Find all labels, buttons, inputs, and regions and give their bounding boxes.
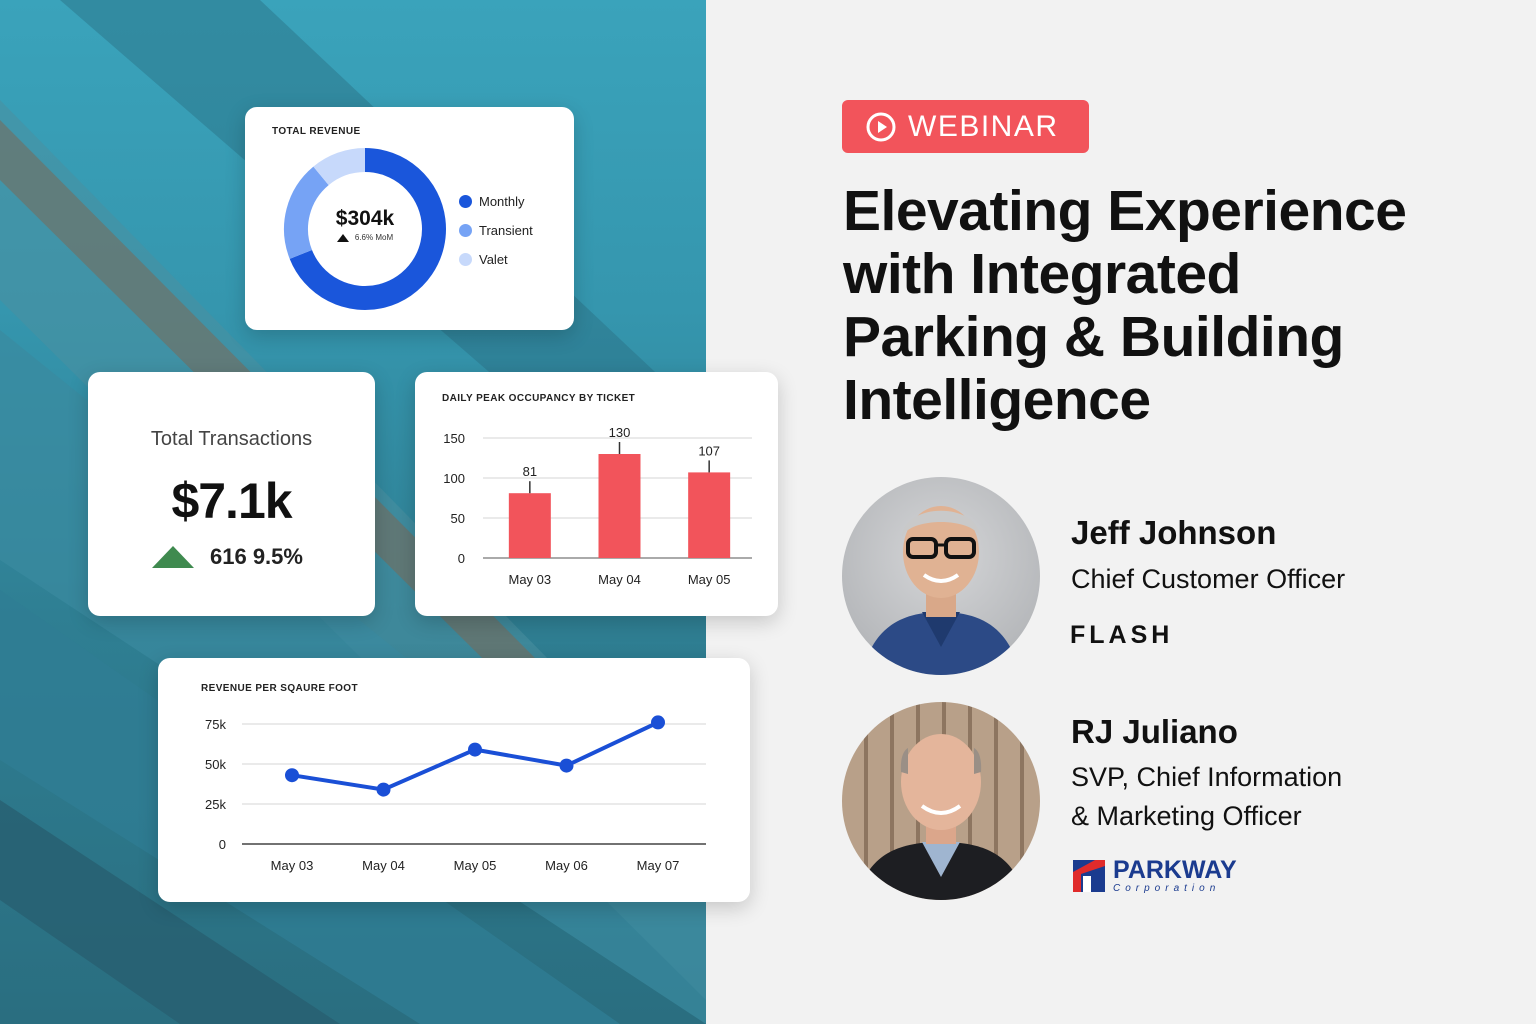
bar-value-label: 107	[698, 443, 720, 458]
legend-label-valet: Valet	[479, 252, 508, 267]
sqft-title: REVENUE PER SQAURE FOOT	[201, 683, 358, 694]
x-tick-label: May 07	[637, 858, 680, 873]
occupancy-title: DAILY PEAK OCCUPANCY BY TICKET	[442, 393, 636, 404]
transactions-change: 616 9.5%	[152, 544, 303, 570]
bar	[508, 493, 551, 558]
revenue-sqft-card: REVENUE PER SQAURE FOOT 0 25k 50k 75k May 03…	[158, 658, 750, 902]
y-tick-label: 75k	[205, 717, 226, 732]
parkway-wordmark: PARKWAY Corporation	[1113, 856, 1237, 895]
parkway-sub: Corporation	[1113, 883, 1221, 894]
legend-dot-valet	[459, 253, 472, 266]
speaker-2-role-line-2: & Marketing Officer	[1071, 801, 1302, 831]
legend-dot-transient	[459, 224, 472, 237]
right-panel	[706, 0, 1536, 1024]
bar	[688, 472, 731, 558]
legend-transient: Transient	[459, 223, 533, 238]
donut-slice-transient	[284, 166, 330, 259]
transactions-title: Total Transactions	[150, 428, 313, 450]
parkway-logo: PARKWAY Corporation	[1073, 858, 1237, 894]
revenue-donut-chart	[284, 148, 446, 310]
speaker-2-photo	[857, 734, 1025, 900]
bar-value-label: 81	[523, 464, 537, 479]
data-point	[285, 768, 299, 783]
headline-line-4: Intelligence	[843, 368, 1151, 432]
x-tick-label: May 03	[509, 572, 552, 587]
y-tick-label: 100	[443, 471, 465, 486]
donut-center: $304k 6.6% MoM	[305, 207, 425, 242]
y-tick-label: 150	[443, 431, 465, 446]
y-tick-label: 0	[458, 551, 465, 566]
speaker-2-name: RJ Juliano	[1071, 713, 1238, 750]
data-point	[651, 715, 665, 730]
speaker-1-name: Jeff Johnson	[1071, 514, 1277, 551]
total-transactions-card: Total Transactions $7.1k 616 9.5%	[88, 372, 375, 616]
x-tick-label: May 06	[545, 858, 588, 873]
headline-line-1: Elevating Experience	[843, 179, 1407, 243]
x-tick-label: May 05	[688, 572, 731, 587]
bar-value-label: 130	[609, 425, 631, 440]
revenue-value: $304k	[335, 207, 395, 230]
x-tick-label: May 04	[598, 572, 641, 587]
y-tick-label: 0	[219, 837, 226, 852]
transactions-change-text: 616 9.5%	[210, 544, 303, 569]
bar	[598, 454, 641, 558]
speaker-1-avatar	[842, 477, 1040, 675]
y-tick-label: 50	[451, 511, 465, 526]
legend-valet: Valet	[459, 252, 508, 267]
webinar-label: WEBINAR	[908, 109, 1059, 143]
donut-slice-valet	[313, 148, 366, 186]
total-revenue-card: TOTAL REVENUE $304k 6.6% MoM Monthly Tra…	[245, 107, 574, 330]
legend-label-monthly: Monthly	[479, 194, 525, 209]
revenue-change: 6.6% MoM	[305, 233, 425, 242]
flash-logo-text: FLASH	[1070, 621, 1174, 649]
speaker-1-role: Chief Customer Officer	[1071, 564, 1346, 594]
headline-line-3: Parking & Building	[843, 305, 1344, 369]
speaker-1-photo	[862, 506, 1020, 675]
x-tick-label: May 04	[362, 858, 405, 873]
transactions-value: $7.1k	[171, 473, 292, 529]
revenue-change-text: 6.6% MoM	[354, 233, 394, 242]
y-tick-label: 25k	[205, 797, 226, 812]
x-tick-label: May 05	[454, 858, 497, 873]
occupancy-bar-chart: 0 50 100 150 81 May 03 130 May 04 107 May 05	[443, 425, 752, 587]
play-circle-icon	[866, 112, 896, 141]
webinar-badge: WEBINAR	[842, 100, 1089, 153]
legend-dot-monthly	[459, 195, 472, 208]
donut-slice-monthly	[289, 148, 446, 310]
occupancy-card: DAILY PEAK OCCUPANCY BY TICKET 0 50 100 150…	[415, 372, 778, 616]
data-point	[376, 782, 391, 797]
revenue-sqft-line-chart: 0 25k 50k 75k May 03 May 04 May 05 May 06 May 07	[205, 715, 706, 873]
triangle-up-icon	[152, 546, 194, 568]
legend-label-transient: Transient	[479, 223, 533, 238]
data-point	[468, 742, 482, 757]
speaker-2-avatar	[842, 702, 1040, 900]
y-tick-label: 50k	[205, 757, 226, 772]
parkway-mark-icon	[1073, 860, 1105, 892]
total-revenue-title: TOTAL REVENUE	[272, 126, 361, 137]
speaker-2-role-line-1: SVP, Chief Information	[1071, 762, 1343, 792]
page-title: Elevating Experience with Integrated Par…	[843, 180, 1503, 432]
flash-logo: FLASH	[1070, 621, 1173, 650]
parkway-name: PARKWAY	[1113, 856, 1237, 884]
x-tick-label: May 03	[271, 858, 314, 873]
headline-line-2: with Integrated	[843, 242, 1241, 306]
data-point	[559, 758, 574, 773]
legend-monthly: Monthly	[459, 194, 525, 209]
triangle-up-icon	[336, 233, 349, 242]
